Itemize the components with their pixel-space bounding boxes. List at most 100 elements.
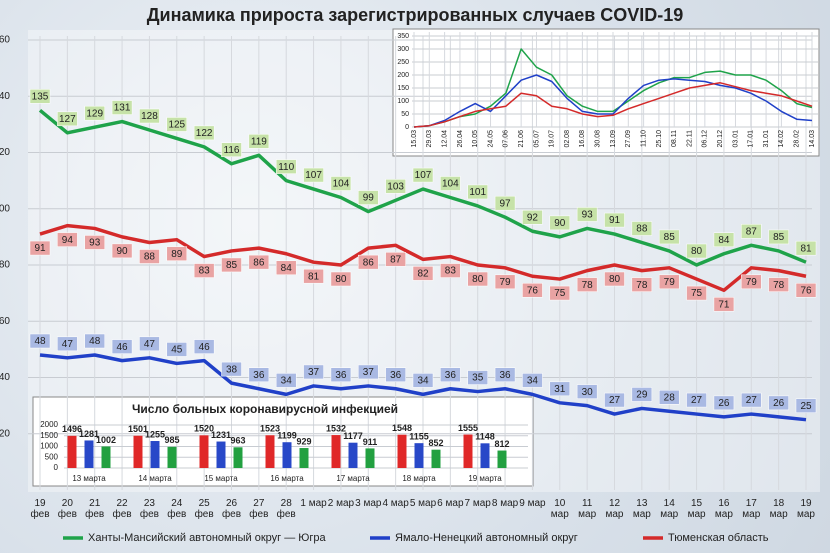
- label-box: [330, 271, 352, 287]
- label-box: [549, 215, 571, 231]
- data-label: 30: [582, 387, 594, 398]
- data-label: 47: [62, 339, 74, 350]
- data-label: 75: [554, 288, 566, 299]
- data-label: 76: [527, 285, 539, 296]
- x-tick-label: 14.03: [809, 130, 816, 148]
- data-label: 101: [469, 187, 486, 198]
- data-label: 84: [281, 263, 293, 274]
- label-box: [795, 283, 817, 298]
- data-label: 135: [32, 91, 49, 102]
- label-box: [275, 373, 297, 388]
- x-tick-label: 17 мар: [742, 498, 761, 520]
- y-tick-label: 20: [0, 428, 10, 439]
- data-label: 83: [199, 266, 211, 277]
- y-tick-label: 50: [401, 111, 409, 118]
- data-label: 36: [390, 370, 402, 381]
- data-label: 812: [494, 439, 509, 449]
- label-box: [303, 364, 324, 380]
- y-tick-label: 160: [0, 35, 10, 46]
- label-box: [193, 339, 215, 354]
- data-label: 119: [251, 136, 267, 147]
- x-tick-label: 28 фев: [276, 498, 296, 520]
- label-box: [221, 361, 242, 377]
- data-label: 81: [800, 243, 812, 254]
- bar: [480, 443, 490, 468]
- bar: [414, 443, 424, 468]
- x-tick-label: 15 мар: [687, 498, 706, 520]
- series-line: [39, 353, 807, 422]
- label-box: [768, 277, 789, 292]
- data-label: 97: [500, 198, 512, 209]
- data-label: 78: [773, 280, 785, 291]
- x-tick-label: 19 мар: [797, 498, 815, 520]
- data-label: 37: [363, 367, 375, 378]
- data-label: 85: [226, 260, 238, 271]
- data-label: 94: [62, 235, 74, 246]
- x-tick-label: 25.10: [656, 130, 663, 148]
- data-label: 34: [417, 376, 429, 387]
- label-box: [248, 134, 270, 149]
- label-box: [440, 263, 461, 278]
- data-label: 99: [363, 193, 375, 204]
- label-box: [385, 179, 406, 194]
- label-box: [576, 277, 598, 292]
- x-tick-label: 6 мар: [437, 498, 464, 509]
- label-box: [139, 108, 160, 124]
- label-box: [57, 232, 78, 247]
- bar: [233, 447, 243, 468]
- label-box: [494, 367, 516, 382]
- label-box: [111, 100, 133, 115]
- label-box: [84, 235, 105, 250]
- data-label: 80: [335, 274, 347, 285]
- label-box: [549, 285, 571, 301]
- data-label: 911: [363, 437, 378, 447]
- label-box: [494, 274, 516, 290]
- y-tick-label: 0: [405, 124, 409, 131]
- x-tick-label: 07.06: [503, 130, 510, 148]
- y-tick-label: 80: [0, 260, 10, 271]
- y-tick-label: 1000: [40, 442, 58, 451]
- data-label: 78: [636, 280, 648, 291]
- data-label: 107: [305, 170, 322, 181]
- x-tick-label: 4 мар: [382, 498, 409, 509]
- inset-panel: [32, 396, 534, 487]
- data-label: 27: [691, 395, 703, 406]
- x-tick-label: 21.06: [518, 130, 525, 148]
- label-box: [330, 367, 352, 382]
- data-label: 85: [664, 232, 676, 243]
- label-box: [275, 260, 297, 275]
- data-label: 86: [253, 257, 265, 268]
- label-box: [522, 373, 543, 388]
- x-tick-label: 18 марта: [402, 474, 436, 483]
- label-box: [576, 207, 598, 222]
- data-label: 87: [390, 254, 402, 265]
- label-box: [631, 277, 653, 292]
- data-label: 1155: [409, 432, 429, 442]
- data-label: 1199: [277, 431, 297, 441]
- y-tick-label: 140: [0, 91, 10, 102]
- data-label: 90: [117, 246, 129, 257]
- label-box: [604, 212, 625, 228]
- label-box: [412, 167, 434, 183]
- label-box: [139, 336, 160, 352]
- x-tick-label: 05.07: [533, 130, 540, 148]
- x-tick-label: 24.05: [487, 130, 494, 148]
- data-label: 34: [527, 376, 539, 387]
- x-tick-label: 06.12: [702, 130, 709, 148]
- x-tick-label: 25 фев: [194, 498, 214, 520]
- data-label: 1281: [79, 429, 99, 439]
- x-tick-label: 08.11: [671, 130, 678, 147]
- data-label: 79: [746, 277, 758, 288]
- data-label: 1231: [211, 430, 231, 440]
- x-tick-label: 22.11: [686, 130, 693, 147]
- data-label: 1532: [326, 423, 346, 433]
- data-label: 93: [89, 238, 101, 249]
- data-label: 88: [144, 252, 156, 263]
- data-label: 125: [168, 120, 185, 131]
- x-tick-label: 21 фев: [85, 498, 105, 520]
- label-box: [522, 210, 543, 225]
- data-label: 76: [800, 285, 812, 296]
- data-label: 92: [527, 212, 539, 223]
- label-box: [604, 271, 625, 287]
